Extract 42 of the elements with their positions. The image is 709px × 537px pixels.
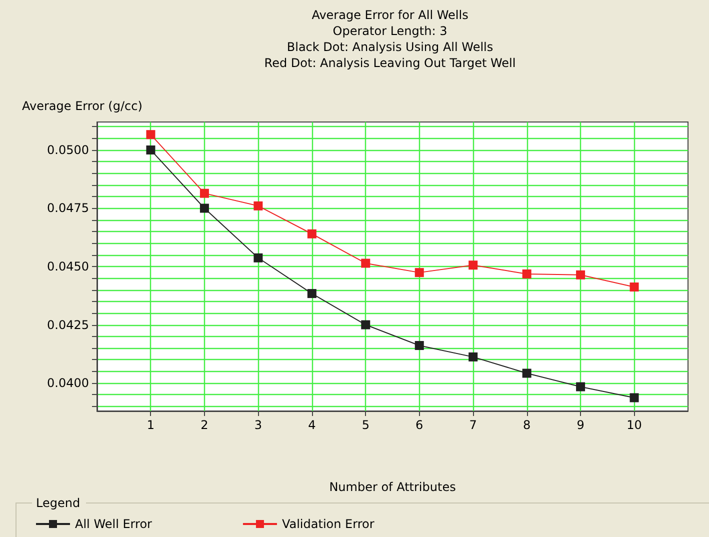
point — [307, 229, 316, 238]
point — [361, 320, 370, 330]
point — [576, 270, 586, 280]
point — [576, 382, 586, 392]
x-tick-label: 10 — [626, 418, 642, 432]
y-tick-label: 0.0425 — [47, 318, 89, 332]
x-tick-label: 3 — [254, 418, 262, 432]
y-tick-label: 0.0500 — [47, 142, 89, 157]
point — [414, 268, 424, 278]
point — [522, 269, 532, 278]
point — [146, 145, 156, 154]
point — [307, 289, 316, 298]
chart-title: Average Error for All Wells — [312, 8, 468, 22]
x-tick-label: 4 — [308, 418, 316, 432]
point — [414, 341, 424, 350]
y-tick-label: 0.0450 — [47, 260, 89, 274]
point — [630, 393, 639, 402]
point — [361, 258, 370, 268]
x-tick-label: 7 — [469, 418, 477, 432]
point — [468, 352, 478, 362]
x-tick-label: 9 — [576, 418, 584, 432]
legend-label: All Well Error — [75, 517, 152, 531]
y-tick-label: 0.0475 — [47, 201, 89, 216]
point — [254, 253, 263, 262]
x-tick-label: 6 — [416, 418, 424, 432]
y-tick-label: 0.0400 — [47, 376, 89, 390]
legend-label: Validation Error — [282, 517, 374, 531]
point — [200, 188, 209, 198]
point — [200, 204, 209, 213]
chart-subtitle: Operator Length: 3 Black Dot: Analysis Using All Wells Red Dot: Analysis Leaving Out Target Well — [264, 24, 516, 70]
point — [630, 282, 639, 292]
point — [522, 368, 532, 378]
x-tick-label: 5 — [362, 418, 370, 432]
x-tick-label: 1 — [146, 418, 155, 432]
point — [146, 130, 156, 140]
legend-title: Legend — [36, 496, 80, 510]
point — [254, 201, 263, 210]
y-axis-title: Average Error (g/cc) — [22, 99, 142, 113]
x-axis-title: Number of Attributes — [329, 480, 456, 494]
x-tick-label: 8 — [523, 418, 531, 432]
x-tick-label: 2 — [200, 418, 208, 432]
point — [468, 260, 478, 270]
